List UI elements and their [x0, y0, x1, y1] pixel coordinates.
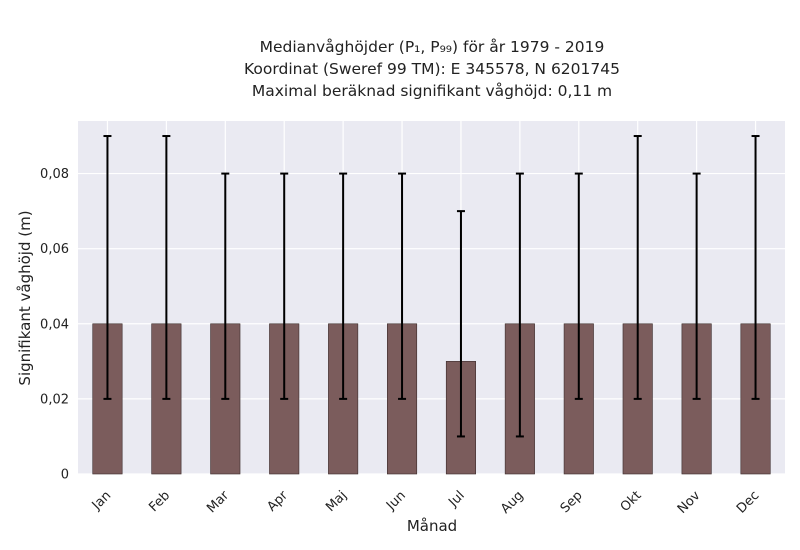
x-axis-ticks: Jan Feb Mar Apr Maj Jun Jul Aug Sep Okt Nov Dec: [89, 488, 763, 517]
x-axis-label: Månad: [407, 517, 457, 535]
error-bar: [574, 172, 583, 400]
x-tick-label: Dec: [734, 488, 762, 516]
x-tick-label: Sep: [558, 488, 586, 516]
x-tick-label: Maj: [323, 488, 350, 515]
y-axis-ticks: 0 0,02 0,04 0,06 0,08: [40, 167, 69, 482]
chart-title-line-2: Koordinat (Sweref 99 TM): E 345578, N 62…: [244, 60, 620, 78]
chart-title-line-3: Maximal beräknad signifikant våghöjd: 0,…: [252, 82, 612, 100]
error-bar: [398, 172, 407, 400]
chart-title-line-1: Medianvåghöjder (P₁, P₉₉) för år 1979 - …: [260, 38, 605, 56]
x-tick-label: Jan: [89, 488, 114, 513]
error-bars: [103, 135, 760, 438]
chart-title: Medianvåghöjder (P₁, P₉₉) för år 1979 - …: [244, 38, 620, 100]
y-tick-label: 0: [61, 468, 69, 483]
x-tick-label: Apr: [265, 488, 292, 515]
y-axis-label: Signifikant våghöjd (m): [16, 210, 34, 385]
error-bar: [280, 172, 289, 400]
plot-area: [78, 121, 785, 474]
y-tick-label: 0,04: [40, 317, 69, 332]
error-bar: [339, 172, 348, 400]
error-bar: [692, 172, 701, 400]
x-tick-label: Aug: [498, 488, 527, 517]
error-bar: [103, 135, 112, 400]
error-bar: [515, 172, 524, 438]
error-bar: [162, 135, 171, 400]
error-bar: [456, 210, 465, 438]
x-tick-label: Feb: [146, 488, 173, 515]
error-bar: [221, 172, 230, 400]
x-tick-label: Okt: [618, 488, 645, 515]
y-tick-label: 0,02: [40, 392, 69, 407]
y-tick-label: 0,08: [40, 167, 69, 182]
y-tick-label: 0,06: [40, 242, 69, 257]
x-tick-label: Jun: [383, 488, 409, 514]
error-bar: [633, 135, 642, 400]
x-tick-label: Jul: [445, 488, 467, 510]
x-tick-label: Nov: [675, 488, 704, 517]
error-bar: [751, 135, 760, 400]
x-tick-label: Mar: [204, 488, 232, 516]
